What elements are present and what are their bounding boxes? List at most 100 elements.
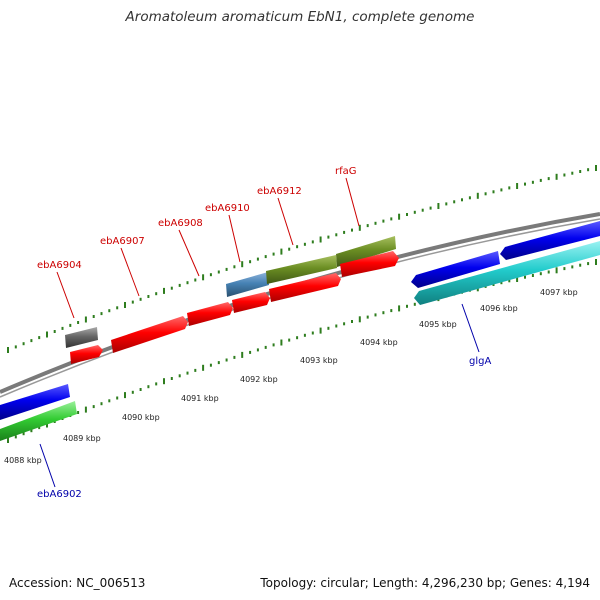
tick-mark-inner: [366, 315, 369, 319]
tick-mark-outer: [555, 173, 558, 180]
tick-mark-inner: [343, 322, 346, 326]
tick-mark-inner: [508, 279, 511, 283]
tick-mark-inner: [202, 364, 205, 371]
tick-mark-inner: [311, 331, 314, 335]
tick-mark-outer: [108, 309, 111, 313]
tick-mark-outer: [531, 180, 534, 184]
tick-mark-inner: [547, 270, 550, 274]
gene-leader-line: [461, 303, 480, 353]
tick-mark-inner: [249, 350, 252, 354]
tick-mark-inner: [38, 426, 41, 430]
tick-mark-outer: [147, 295, 150, 298]
tick-mark-outer: [311, 240, 314, 244]
tick-mark-inner: [233, 355, 236, 359]
tick-mark-outer: [358, 224, 361, 231]
tick-label: 4096 kbp: [480, 304, 518, 313]
gene-cyan[interactable]: [414, 241, 600, 305]
tick-mark-outer: [327, 235, 330, 239]
tick-mark-inner: [256, 348, 259, 352]
tick-mark-outer: [38, 336, 41, 340]
tick-mark-outer: [124, 302, 126, 308]
gene-gray[interactable]: [65, 327, 98, 348]
gene-leader-line: [228, 214, 241, 263]
tick-mark-inner: [131, 390, 134, 394]
tick-mark-outer: [92, 315, 95, 318]
tick-mark-inner: [209, 363, 212, 367]
gene-red-5[interactable]: [269, 273, 341, 302]
tick-mark-outer: [100, 312, 103, 316]
tick-mark-outer: [413, 210, 416, 214]
tick-mark-inner: [374, 313, 377, 317]
tick-mark-outer: [319, 236, 322, 243]
tick-mark-outer: [194, 278, 197, 282]
tick-mark-inner: [163, 378, 165, 385]
tick-mark-outer: [335, 233, 338, 237]
tick-label: 4090 kbp: [122, 413, 160, 422]
tick-mark-inner: [319, 327, 322, 334]
tick-mark-outer: [131, 300, 134, 304]
tick-mark-outer: [453, 200, 456, 204]
gene-blue-1[interactable]: [0, 384, 70, 420]
gene-label-rfag[interactable]: rfaG: [335, 166, 357, 177]
tick-mark-inner: [500, 281, 503, 285]
gene-label-eba6907[interactable]: ebA6907: [100, 236, 145, 247]
gene-label-eba6904[interactable]: ebA6904: [37, 260, 82, 271]
gene-green[interactable]: [0, 401, 77, 441]
tick-mark-outer: [382, 219, 385, 223]
accession-text: Accession: NC_006513: [9, 576, 146, 590]
tick-mark-inner: [563, 267, 566, 271]
tick-mark-inner: [303, 333, 306, 337]
gene-label-eba6912[interactable]: ebA6912: [257, 186, 302, 197]
gene-label-eba6910[interactable]: ebA6910: [205, 203, 250, 214]
tick-mark-inner: [358, 316, 361, 323]
tick-mark-inner: [579, 263, 582, 267]
genome-summary-text: Topology: circular; Length: 4,296,230 bp…: [260, 576, 590, 590]
gene-leader-line: [178, 229, 200, 277]
gene-blue-2[interactable]: [411, 251, 500, 288]
gene-label-eba6902[interactable]: ebA6902: [37, 489, 82, 500]
tick-mark-inner: [170, 377, 173, 380]
tick-mark-outer: [61, 326, 64, 330]
tick-mark-inner: [335, 324, 338, 328]
tick-mark-outer: [233, 265, 236, 269]
tick-mark-inner: [264, 345, 267, 349]
gene-leader-line: [277, 197, 294, 246]
gene-label-eba6908[interactable]: ebA6908: [158, 218, 203, 229]
tick-mark-inner: [194, 368, 197, 372]
tick-mark-outer: [178, 283, 181, 287]
tick-mark-outer: [22, 342, 25, 346]
tick-mark-outer: [225, 267, 228, 271]
genome-backbone-outer: [0, 212, 600, 394]
tick-mark-outer: [421, 208, 424, 212]
gene-red-3[interactable]: [187, 302, 233, 326]
gene-olive-2[interactable]: [336, 236, 396, 267]
gene-olive-1[interactable]: [266, 255, 337, 284]
tick-mark-inner: [147, 385, 150, 389]
tick-mark-inner: [178, 374, 181, 378]
tick-mark-outer: [241, 261, 244, 268]
gene-steel[interactable]: [226, 272, 269, 297]
tick-mark-inner: [531, 274, 534, 277]
tick-mark-inner: [241, 351, 244, 358]
tick-mark-outer: [46, 331, 48, 338]
tick-mark-outer: [14, 345, 17, 349]
gene-leader-line: [39, 443, 56, 488]
gene-red-4[interactable]: [232, 292, 270, 313]
tick-mark-outer: [468, 196, 471, 200]
tick-label: 4094 kbp: [360, 338, 398, 347]
gene-red-2[interactable]: [111, 316, 188, 353]
gene-red-6[interactable]: [340, 251, 399, 277]
tick-mark-inner: [595, 259, 597, 265]
gene-red-1[interactable]: [70, 345, 103, 364]
tick-mark-outer: [186, 281, 189, 285]
tick-label: 4095 kbp: [419, 320, 457, 329]
gene-label-glga[interactable]: glgA: [469, 356, 491, 367]
gene-blue-3[interactable]: [500, 221, 600, 260]
tick-label: 4088 kbp: [4, 456, 42, 465]
tick-label: 4097 kbp: [540, 288, 578, 297]
tick-mark-outer: [366, 224, 369, 228]
tick-mark-outer: [398, 213, 401, 220]
tick-mark-inner: [186, 371, 189, 375]
tick-mark-outer: [587, 168, 590, 172]
